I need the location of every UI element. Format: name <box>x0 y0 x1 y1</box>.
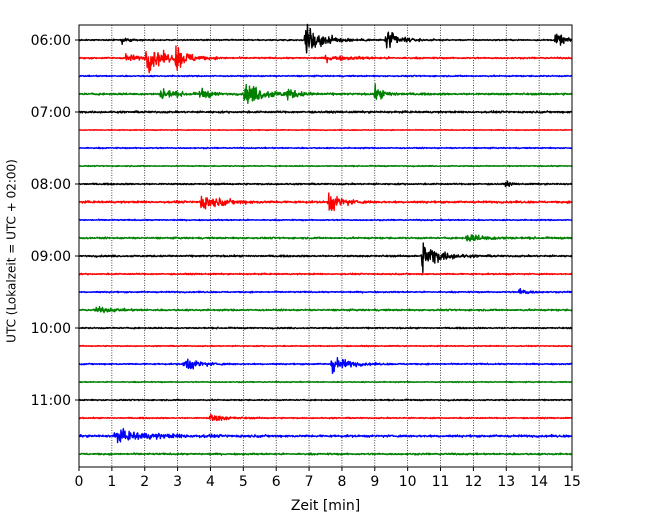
y-axis-label: UTC (Lokalzeit = UTC + 02:00) <box>5 159 19 343</box>
y-tick-label: 08:00 <box>31 177 71 193</box>
trace-0845 <box>78 234 573 242</box>
trace-1015 <box>78 344 573 348</box>
x-tick-label: 14 <box>530 474 548 490</box>
x-tick-label: 3 <box>173 474 182 490</box>
trace-0745 <box>78 164 573 168</box>
x-tick-label: 1 <box>107 474 116 490</box>
y-tick-label: 07:00 <box>31 105 71 121</box>
trace-0715 <box>78 128 573 132</box>
y-tick-label: 09:00 <box>31 249 71 265</box>
x-tick-label: 7 <box>305 474 314 490</box>
trace-1045 <box>78 380 573 384</box>
trace-0615 <box>78 45 573 74</box>
x-tick-label: 11 <box>432 474 450 490</box>
y-tick-label: 10:00 <box>31 321 71 337</box>
x-tick-label: 9 <box>370 474 379 490</box>
trace-1115 <box>78 413 573 422</box>
trace-1100 <box>78 398 573 402</box>
trace-0730 <box>78 146 573 150</box>
trace-0600 <box>78 23 573 54</box>
x-tick-label: 10 <box>399 474 417 490</box>
trace-0800 <box>78 180 573 188</box>
trace-0945 <box>78 305 573 314</box>
trace-0815 <box>78 192 573 212</box>
x-tick-label: 2 <box>140 474 149 490</box>
y-tick-label: 06:00 <box>31 33 71 49</box>
x-tick-label: 12 <box>464 474 482 490</box>
x-tick-label: 15 <box>563 474 581 490</box>
trace-0830 <box>78 218 573 222</box>
x-tick-label: 8 <box>337 474 346 490</box>
vertical-grid <box>111 25 540 467</box>
trace-1030 <box>78 356 573 375</box>
x-tick-label: 13 <box>497 474 515 490</box>
trace-0630 <box>78 74 573 78</box>
trace-0930 <box>78 287 573 295</box>
trace-1145 <box>78 452 573 456</box>
trace-0915 <box>78 272 573 276</box>
trace-0900 <box>78 242 573 274</box>
traces-group <box>78 23 573 456</box>
trace-0645 <box>78 83 573 104</box>
x-tick-label: 0 <box>75 474 84 490</box>
y-axis-ticks: 06:00 07:00 08:00 09:00 10:00 11:00 <box>31 33 79 409</box>
x-tick-label: 5 <box>239 474 248 490</box>
x-axis-label: Zeit [min] <box>291 498 360 514</box>
trace-0700 <box>78 110 573 114</box>
x-axis-ticks: 0 1 2 3 4 5 6 7 8 9 10 11 12 13 14 15 <box>75 467 581 490</box>
y-tick-label: 11:00 <box>31 393 71 409</box>
x-tick-label: 4 <box>206 474 215 490</box>
plot-frame <box>78 24 573 468</box>
trace-1130 <box>78 427 573 444</box>
x-tick-label: 6 <box>272 474 281 490</box>
trace-1000 <box>78 326 573 330</box>
